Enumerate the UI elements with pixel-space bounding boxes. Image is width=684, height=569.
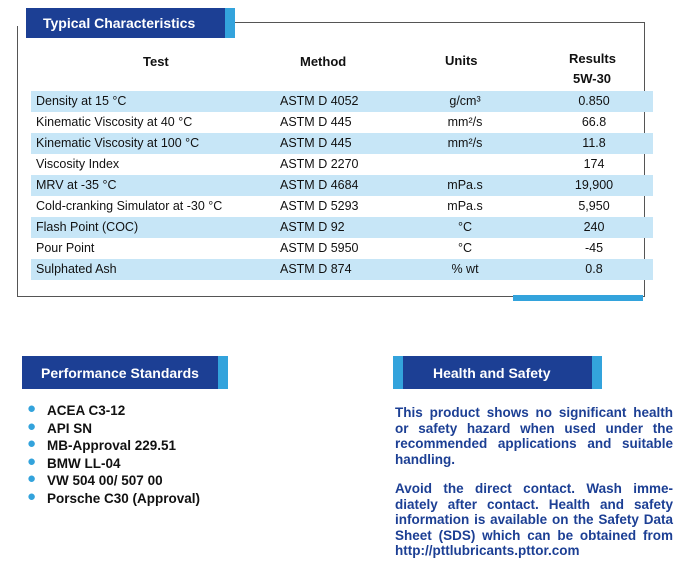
- table-row: Sulphated Ash ASTM D 874 % wt 0.8: [31, 259, 653, 280]
- bullet-dot-icon: ●: [27, 417, 37, 435]
- bullet-dot-icon: ●: [27, 400, 37, 417]
- cell-method: ASTM D 5293: [280, 199, 359, 213]
- health-safety-paragraph-1: This product shows no significant health…: [395, 405, 673, 467]
- list-item-label: BMW LL-04: [47, 455, 121, 471]
- list-item: ● MB-Approval 229.51: [27, 435, 200, 456]
- cell-result: 0.850: [578, 94, 610, 108]
- header-units: Units: [445, 53, 478, 68]
- cell-test: MRV at -35 °C: [36, 178, 117, 192]
- header-method: Method: [300, 54, 347, 69]
- typical-characteristics-badge: Typical Characteristics: [26, 8, 235, 38]
- list-item: ● BMW LL-04: [27, 452, 200, 474]
- table-row: Cold-cranking Simulator at -30 °C ASTM D…: [31, 196, 653, 217]
- cell-result: 19,900: [574, 178, 614, 192]
- cell-units: mm²/s: [447, 115, 483, 129]
- list-item: ● VW 504 00/ 507 00: [27, 470, 200, 491]
- cell-test: Kinematic Viscosity at 40 °C: [36, 115, 193, 129]
- cell-result: 66.8: [581, 115, 607, 129]
- cell-units: g/cm³: [449, 94, 481, 108]
- cell-test: Flash Point (COC): [36, 220, 139, 234]
- cell-method: ASTM D 5950: [280, 241, 359, 255]
- header-test: Test: [143, 54, 169, 69]
- cell-units: °C: [457, 241, 473, 255]
- cell-test: Cold-cranking Simulator at -30 °C: [36, 199, 223, 213]
- table-row: Kinematic Viscosity at 40 °C ASTM D 445 …: [31, 112, 653, 133]
- badge-accent: [225, 8, 235, 38]
- list-item-label: ACEA C3-12: [47, 403, 126, 418]
- cell-result: 240: [583, 220, 605, 234]
- list-item: ● API SN: [27, 417, 200, 439]
- list-item-label: Porsche C30 (Approval): [47, 490, 201, 506]
- cell-result: 174: [583, 157, 605, 171]
- badge-accent: [592, 356, 602, 389]
- bullet-dot-icon: ●: [27, 470, 37, 487]
- performance-standards-badge: Performance Standards: [22, 356, 228, 389]
- cell-method: ASTM D 445: [280, 136, 352, 150]
- list-item-label: VW 504 00/ 507 00: [47, 473, 163, 488]
- health-safety-paragraph-2: Avoid the direct contact. Wash imme-diat…: [395, 481, 673, 559]
- cell-units: mm²/s: [447, 136, 483, 150]
- table-row: Density at 15 °C ASTM D 4052 g/cm³ 0.850: [31, 91, 653, 112]
- characteristics-table: Density at 15 °C ASTM D 4052 g/cm³ 0.850…: [31, 91, 653, 280]
- performance-standards-title: Performance Standards: [41, 364, 199, 381]
- badge-accent: [393, 356, 403, 389]
- header-grade: 5W-30: [573, 71, 612, 86]
- cell-test: Pour Point: [36, 241, 95, 255]
- cell-test: Density at 15 °C: [36, 94, 127, 108]
- badge-accent: [218, 356, 228, 389]
- bullet-dot-icon: ●: [27, 452, 37, 470]
- health-safety-badge: Health and Safety: [393, 356, 602, 389]
- cell-result: 5,950: [578, 199, 610, 213]
- cell-test: Viscosity Index: [36, 157, 120, 171]
- performance-standards-list: ● ACEA C3-12 ● API SN ● MB-Approval 229.51 …: [27, 400, 201, 509]
- list-item: ● Porsche C30 (Approval): [27, 487, 201, 509]
- typical-characteristics-title: Typical Characteristics: [43, 15, 196, 31]
- cell-test: Sulphated Ash: [36, 262, 117, 276]
- cell-method: ASTM D 4684: [280, 178, 359, 192]
- cell-result: -45: [584, 241, 604, 255]
- list-item-label: API SN: [47, 420, 93, 436]
- bullet-dot-icon: ●: [27, 435, 37, 452]
- list-item-label: MB-Approval 229.51: [47, 438, 177, 453]
- cell-test: Kinematic Viscosity at 100 °C: [36, 136, 200, 150]
- cell-method: ASTM D 874: [280, 262, 352, 276]
- bullet-dot-icon: ●: [27, 487, 37, 505]
- cell-units: °C: [457, 220, 473, 234]
- table-row: Viscosity Index ASTM D 2270 174: [31, 154, 653, 175]
- header-results: Results: [569, 51, 616, 66]
- cell-method: ASTM D 92: [280, 220, 345, 234]
- cell-result: 11.8: [582, 136, 606, 150]
- cell-result: 0.8: [585, 262, 603, 276]
- cell-method: ASTM D 2270: [280, 157, 359, 171]
- table-row: Flash Point (COC) ASTM D 92 °C 240: [31, 217, 653, 238]
- health-safety-title: Health and Safety: [433, 364, 551, 381]
- frame-accent-bar: [513, 295, 643, 301]
- table-row: Pour Point ASTM D 5950 °C -45: [31, 238, 653, 259]
- cell-method: ASTM D 4052: [280, 94, 359, 108]
- cell-units: mPa.s: [447, 178, 483, 192]
- table-row: MRV at -35 °C ASTM D 4684 mPa.s 19,900: [31, 175, 653, 196]
- cell-units: mPa.s: [447, 199, 483, 213]
- list-item: ● ACEA C3-12: [27, 400, 200, 421]
- cell-method: ASTM D 445: [280, 115, 352, 129]
- cell-units: % wt: [451, 262, 479, 276]
- table-row: Kinematic Viscosity at 100 °C ASTM D 445…: [31, 133, 653, 154]
